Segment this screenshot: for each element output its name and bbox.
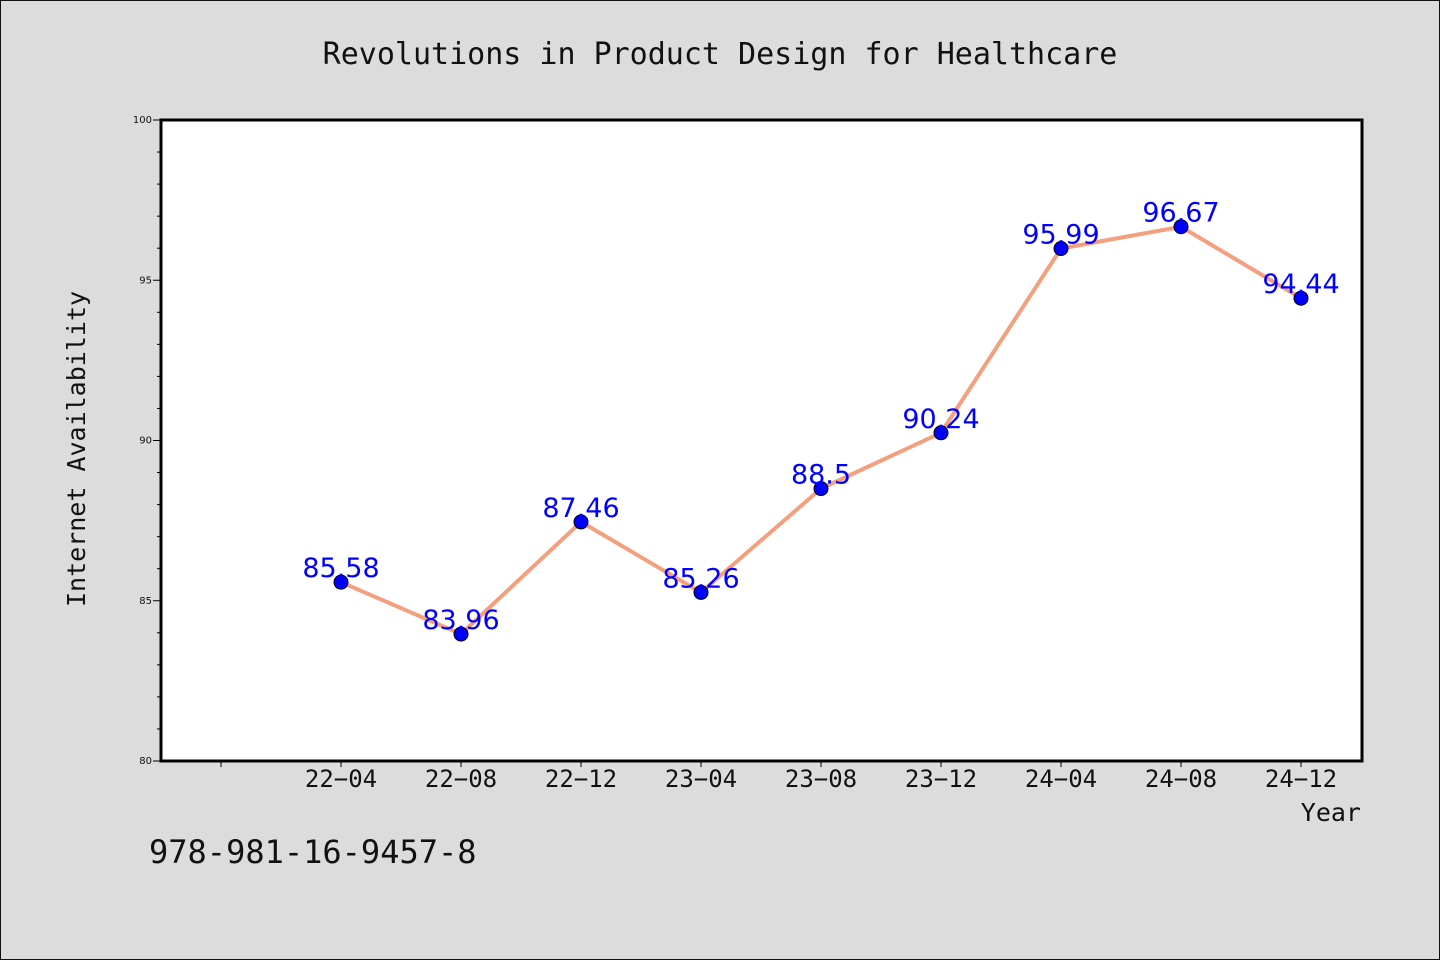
- y-tick-label: 95: [139, 275, 152, 286]
- data-point: [573, 514, 589, 530]
- data-label: 94.44: [1262, 269, 1339, 300]
- x-tick-label: 22−08: [425, 765, 497, 793]
- x-tick-label: 23−08: [785, 765, 857, 793]
- data-label: 95.99: [1022, 220, 1099, 251]
- data-point: [1053, 241, 1069, 257]
- data-label: 96.67: [1142, 198, 1219, 229]
- data-point: [1173, 219, 1189, 235]
- y-tick-label: 80: [139, 756, 152, 767]
- data-point: [1293, 290, 1309, 306]
- x-tick-label: 24−04: [1025, 765, 1097, 793]
- data-label: 87.46: [542, 493, 619, 524]
- y-axis: 80 85 90 95 100: [133, 115, 161, 767]
- data-series: [333, 219, 1309, 642]
- x-tick-label: 24−08: [1145, 765, 1217, 793]
- data-label: 90.24: [902, 404, 979, 435]
- footnote-isbn: 978-981-16-9457-8: [149, 833, 477, 871]
- y-axis-label: Internet Availability: [62, 291, 91, 607]
- data-label: 88.5: [791, 460, 851, 491]
- data-point: [453, 626, 469, 642]
- x-tick-label: 22−04: [305, 765, 377, 793]
- y-tick-label: 90: [139, 436, 152, 447]
- y-tick-label: 100: [133, 115, 152, 126]
- chart-title: Revolutions in Product Design for Health…: [323, 37, 1118, 72]
- x-tick-label: 23−12: [905, 765, 977, 793]
- y-tick-label: 85: [139, 596, 152, 607]
- data-label: 83.96: [422, 605, 499, 636]
- plot-area: [159, 118, 1364, 763]
- data-point: [933, 425, 949, 441]
- x-tick-label: 22−12: [545, 765, 617, 793]
- data-point: [333, 574, 349, 590]
- x-tick-label: 24−12: [1265, 765, 1337, 793]
- data-label: 85.26: [662, 563, 739, 594]
- data-label: 85.58: [302, 553, 379, 584]
- data-labels: 85.58 83.96 87.46 85.26 88.5 90.24 95.99 96.67 9…: [302, 198, 1339, 636]
- data-point: [693, 584, 709, 600]
- x-axis-label: Year: [1301, 798, 1361, 827]
- x-axis: 22−04 22−08 22−12 23−04 23−08 23−12 24−04 24−08…: [220, 761, 1337, 793]
- data-point: [813, 481, 829, 497]
- x-tick-label: 23−04: [665, 765, 737, 793]
